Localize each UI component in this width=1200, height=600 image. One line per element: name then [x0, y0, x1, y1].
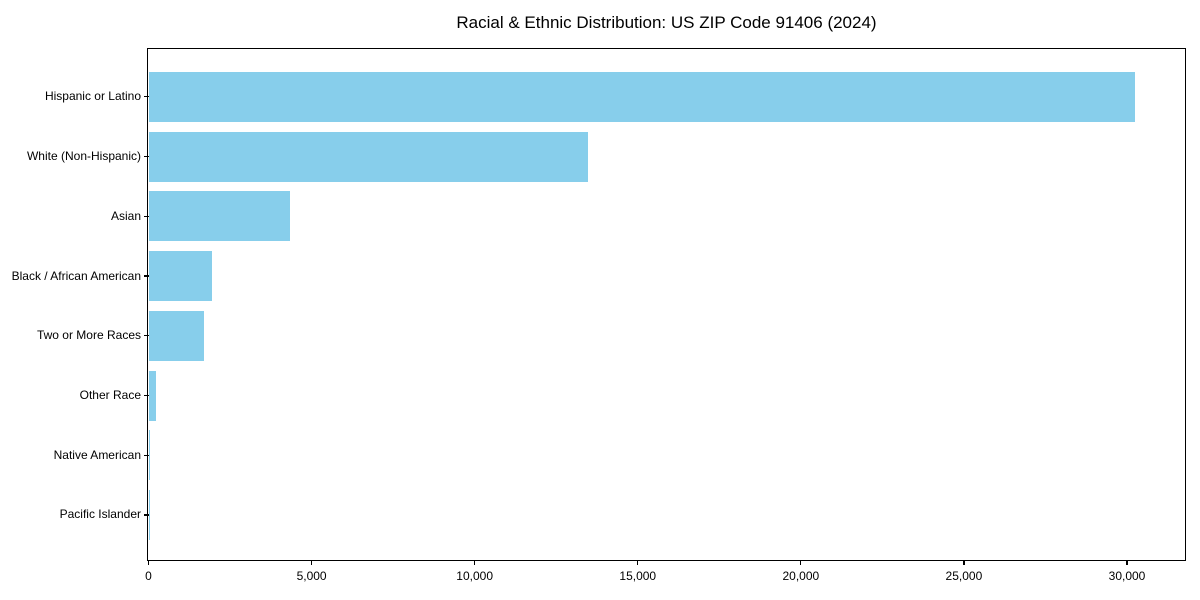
bar-two-or-more-races — [148, 310, 204, 361]
x-axis-tick — [800, 560, 802, 565]
x-axis-tick — [1126, 560, 1128, 565]
y-axis-label-hispanic-or-latino: Hispanic or Latino — [44, 89, 141, 104]
x-axis-tick-label: 25,000 — [945, 569, 983, 583]
x-axis-tick-label: 10,000 — [456, 569, 493, 583]
y-axis-label-other-race: Other Race — [79, 388, 141, 402]
x-axis-tick-label: 5,000 — [296, 569, 327, 583]
x-axis-tick-label: 20,000 — [782, 569, 820, 583]
y-axis-tick — [144, 454, 149, 456]
bar-black-african-american — [148, 251, 213, 302]
plot-area — [147, 48, 1186, 561]
bar-white-non-hispanic — [148, 131, 589, 182]
x-axis-tick — [637, 560, 639, 565]
x-axis-tick-label: 15,000 — [619, 569, 657, 583]
x-axis-tick — [310, 560, 313, 565]
y-axis-label-pacific-islander: Pacific Islander — [59, 507, 141, 522]
y-axis-tick — [144, 394, 149, 397]
bar-pacific-islander — [148, 489, 150, 540]
bar-asian — [148, 191, 291, 242]
x-axis-tick — [474, 560, 476, 565]
y-axis-label-white-non-hispanic: White (Non-Hispanic) — [26, 149, 141, 164]
bar-other-race — [148, 370, 157, 421]
y-axis-label-asian: Asian — [110, 208, 141, 223]
y-axis-tick — [144, 335, 149, 337]
y-axis-tick — [144, 215, 149, 217]
y-axis-tick — [144, 96, 149, 98]
y-axis-tick — [144, 514, 149, 516]
x-axis-tick — [147, 560, 150, 565]
chart-title: Racial & Ethnic Distribution: US ZIP Cod… — [456, 13, 877, 32]
x-axis-tick-label: 30,000 — [1108, 569, 1146, 583]
y-axis-label-two-or-more-races: Two or More Races — [36, 328, 141, 343]
y-axis-label-native-american: Native American — [53, 447, 141, 462]
bar-native-american — [148, 430, 151, 481]
y-axis-tick — [144, 155, 149, 158]
x-axis-tick — [963, 560, 965, 565]
y-axis-label-black-african-american: Black / African American — [11, 268, 141, 283]
bar-hispanic-or-latino — [148, 71, 1136, 122]
x-axis-tick-label: 0 — [145, 569, 152, 583]
y-axis-tick — [144, 275, 149, 277]
